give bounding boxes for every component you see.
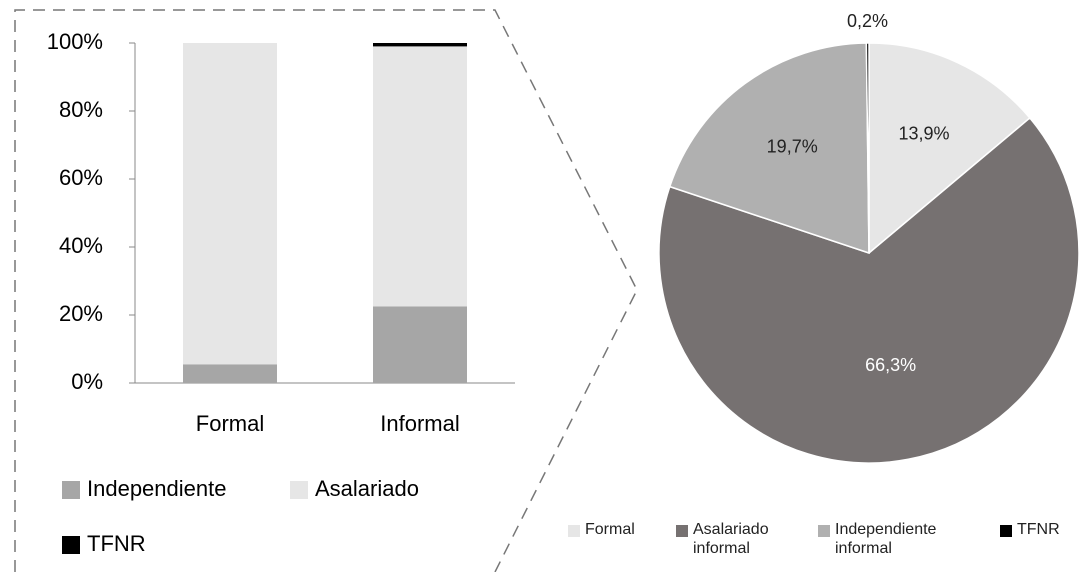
y-tick-label: 20% bbox=[59, 301, 103, 326]
data-label: 13,9% bbox=[898, 124, 949, 144]
legend-swatch bbox=[818, 525, 830, 537]
y-tick-label: 0% bbox=[71, 369, 103, 394]
legend-label: Independiente bbox=[87, 476, 226, 501]
y-tick-label: 60% bbox=[59, 165, 103, 190]
data-label: 66,3% bbox=[865, 355, 916, 375]
pie-slice bbox=[868, 42, 1031, 255]
legend-swatch bbox=[62, 536, 80, 554]
pie-slice bbox=[865, 42, 870, 254]
bar-segment bbox=[373, 43, 467, 47]
legend-item: TFNR bbox=[1017, 521, 1060, 538]
data-label: 19,7% bbox=[767, 137, 818, 157]
legend-swatch bbox=[290, 481, 308, 499]
legend-label: Asalariado bbox=[315, 476, 419, 501]
pie-slice bbox=[658, 116, 1079, 464]
legend-item: Independiente informal bbox=[835, 521, 937, 557]
zoom-outline bbox=[14, 9, 638, 572]
bar-segment bbox=[183, 364, 277, 383]
pie-slice bbox=[668, 42, 870, 255]
legend-swatch bbox=[62, 481, 80, 499]
legend-label: TFNR bbox=[1017, 521, 1060, 538]
legend-swatch bbox=[676, 525, 688, 537]
bar-segment bbox=[373, 46, 467, 307]
data-label: 0,2% bbox=[847, 11, 888, 31]
bar-segment bbox=[373, 306, 467, 383]
y-tick-label: 80% bbox=[59, 97, 103, 122]
legend-label: Independiente informal bbox=[835, 521, 937, 557]
x-tick-label: Informal bbox=[380, 411, 459, 436]
legend-item: Formal bbox=[585, 521, 635, 538]
legend-item: Asalariado informal bbox=[693, 521, 769, 557]
legend-swatch bbox=[568, 525, 580, 537]
y-tick-label: 100% bbox=[47, 29, 103, 54]
legend-label: TFNR bbox=[87, 531, 146, 556]
x-tick-label: Formal bbox=[196, 411, 264, 436]
legend-label: Formal bbox=[585, 521, 635, 538]
legend-label: Asalariado informal bbox=[693, 521, 769, 557]
y-tick-label: 40% bbox=[59, 233, 103, 258]
bar-segment bbox=[183, 43, 277, 365]
legend-swatch bbox=[1000, 525, 1012, 537]
